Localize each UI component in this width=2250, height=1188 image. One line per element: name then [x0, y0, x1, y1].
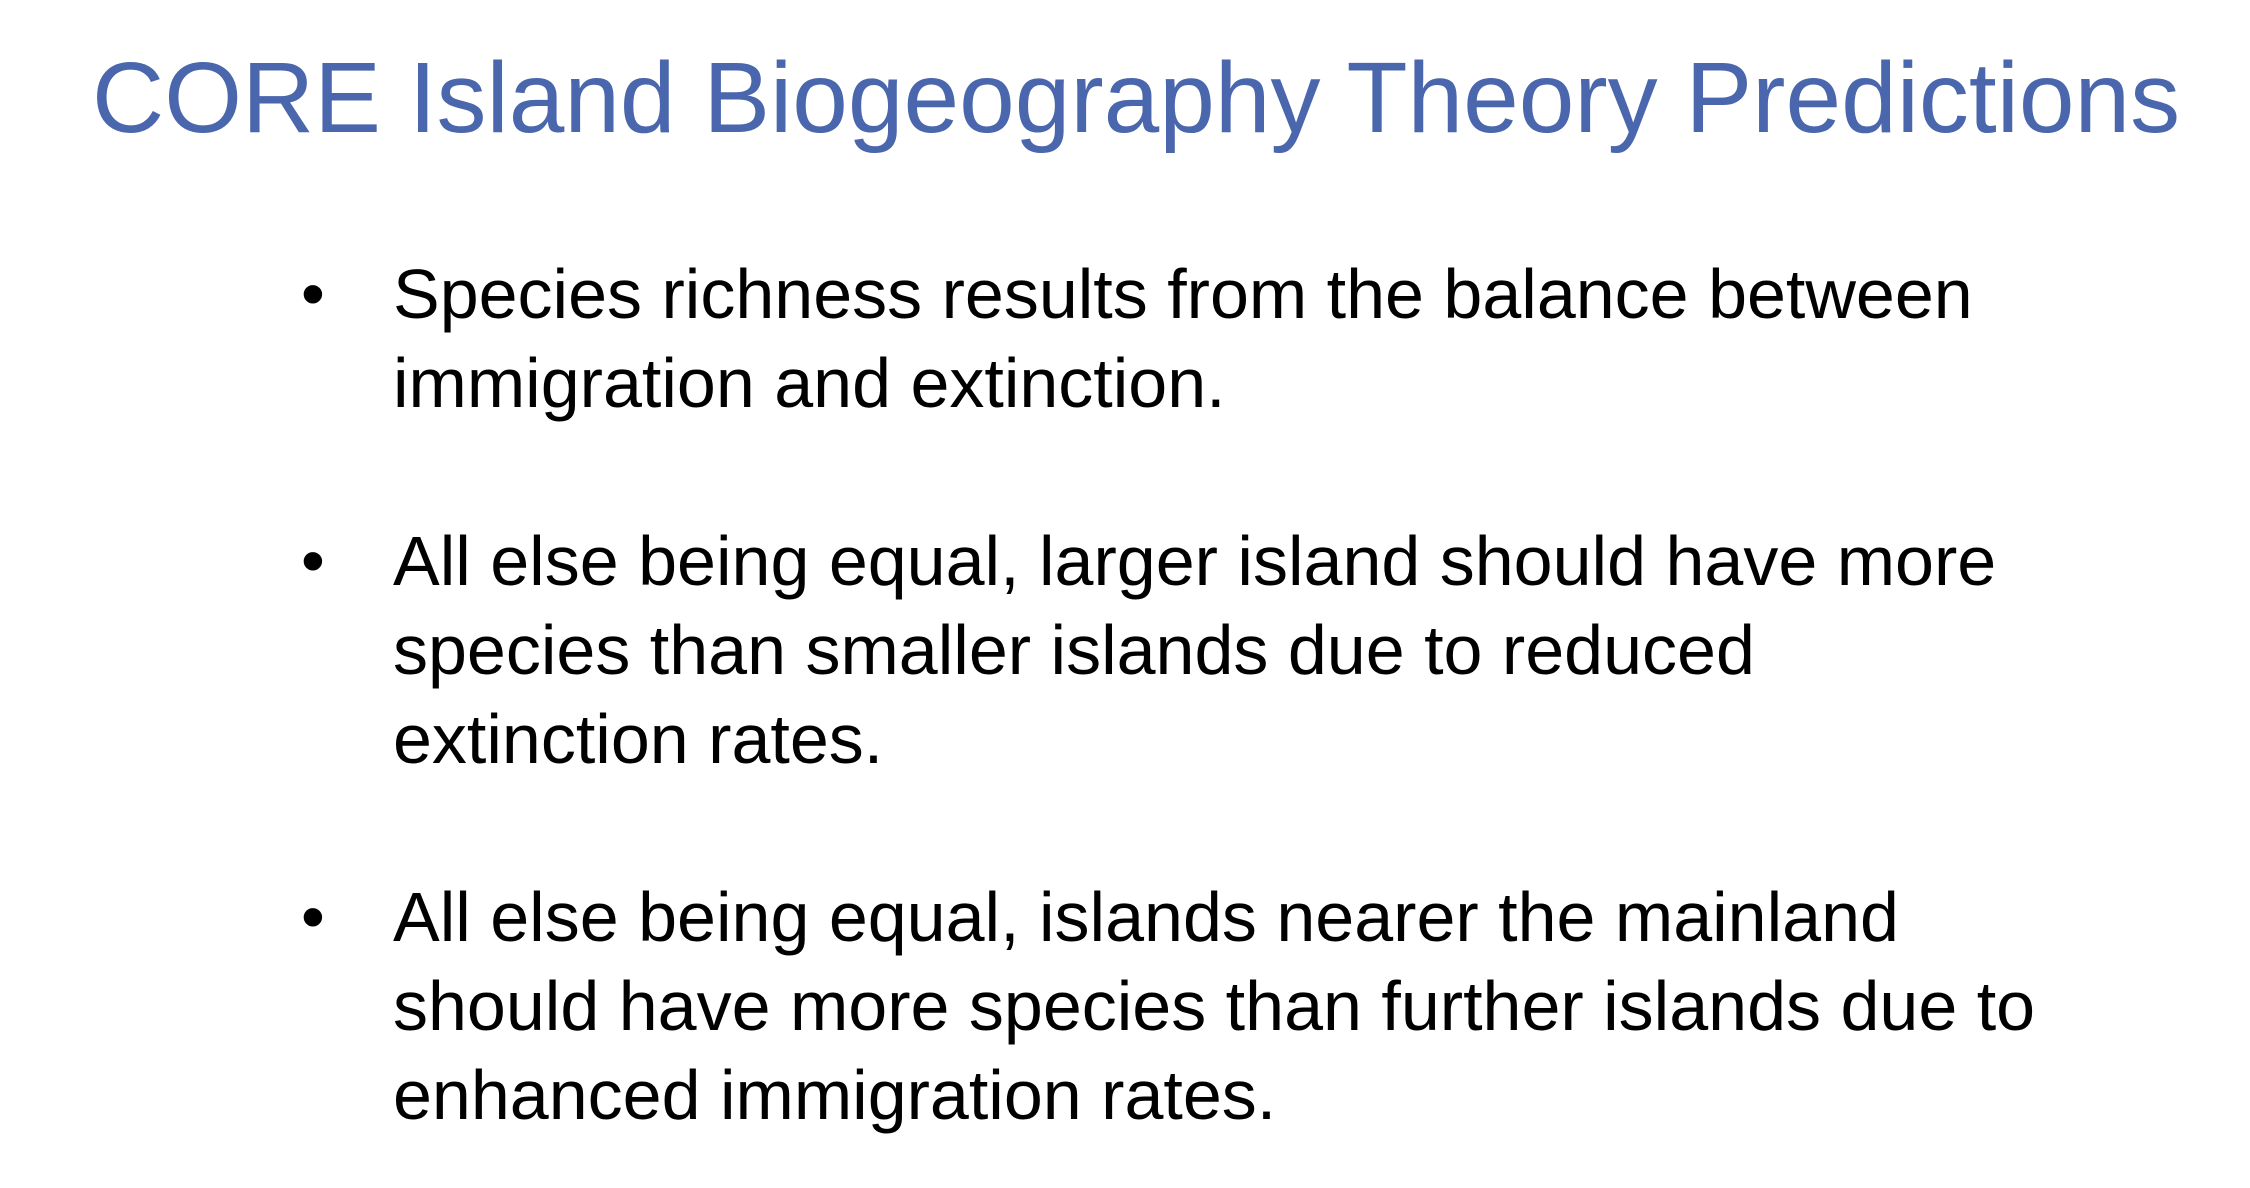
bullet-item-3: • All else being equal, islands nearer t…	[288, 873, 2188, 1140]
bullet-text: All else being equal, islands nearer the…	[393, 873, 2188, 1140]
bullet-marker: •	[301, 523, 325, 599]
bullet-marker: •	[301, 879, 325, 955]
bullet-line: should have more species than further is…	[393, 967, 2036, 1045]
bullet-line: immigration and extinction.	[393, 344, 1226, 422]
bullet-text: Species richness results from the balanc…	[393, 250, 2188, 428]
bullet-line: species than smaller islands due to redu…	[393, 611, 1755, 689]
bullet-line: Species richness results from the balanc…	[393, 255, 1973, 333]
bullet-text: All else being equal, larger island shou…	[393, 517, 2188, 784]
bullet-line: extinction rates.	[393, 700, 884, 778]
bullet-line: All else being equal, islands nearer the…	[393, 878, 1899, 956]
bullet-line: enhanced immigration rates.	[393, 1056, 1277, 1134]
slide-title: CORE Island Biogeography Theory Predicti…	[92, 42, 2181, 154]
bullet-item-1: • Species richness results from the bala…	[288, 250, 2188, 428]
bullet-line: All else being equal, larger island shou…	[393, 522, 1997, 600]
bullet-item-2: • All else being equal, larger island sh…	[288, 517, 2188, 784]
bullet-list: • Species richness results from the bala…	[288, 250, 2188, 1140]
bullet-marker: •	[301, 256, 325, 332]
